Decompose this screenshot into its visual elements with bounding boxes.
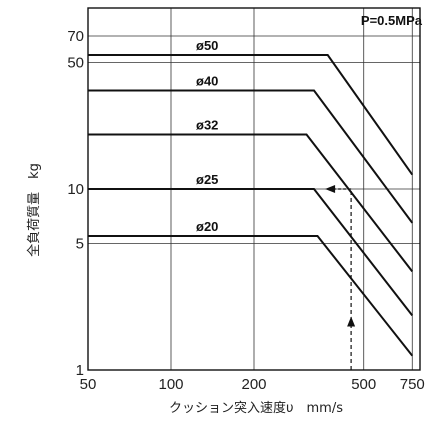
x-tick-label: 500: [351, 376, 376, 393]
x-tick-label: 50: [80, 376, 97, 393]
y-tick-label: 70: [67, 28, 84, 45]
x-tick-labels: 50 100 200 500 750: [80, 376, 425, 393]
y-axis-title: 全負荷質量 kg: [26, 163, 42, 257]
series-line: [88, 235, 414, 357]
x-tick-label: 100: [158, 376, 183, 393]
arrow-up-icon: [347, 316, 356, 327]
series-label: ø25: [196, 172, 218, 187]
x-tick-label: 200: [241, 376, 266, 393]
x-axis-title: クッション突入速度υ mm/s: [169, 400, 343, 416]
series-label: ø50: [196, 38, 218, 53]
series-label: ø32: [196, 118, 218, 133]
series-line: [88, 133, 414, 273]
pressure-label: P=0.5MPa: [361, 13, 423, 28]
y-tick-label: 1: [76, 362, 84, 379]
series-line: [88, 188, 414, 317]
series-group: ø50 ø40 ø32 ø25 ø20: [88, 38, 414, 357]
arrow-left-icon: [325, 185, 336, 193]
example-guide: [325, 185, 356, 370]
y-tick-label: 10: [67, 181, 84, 198]
y-tick-labels: 1 5 10 50 70: [67, 28, 84, 379]
series-label: ø40: [196, 74, 218, 89]
y-tick-label: 50: [67, 54, 84, 71]
y-tick-label: 5: [76, 235, 84, 252]
series-line: [88, 54, 414, 176]
series-line: [88, 89, 414, 224]
series-label: ø20: [196, 219, 218, 234]
x-tick-label: 750: [400, 376, 425, 393]
